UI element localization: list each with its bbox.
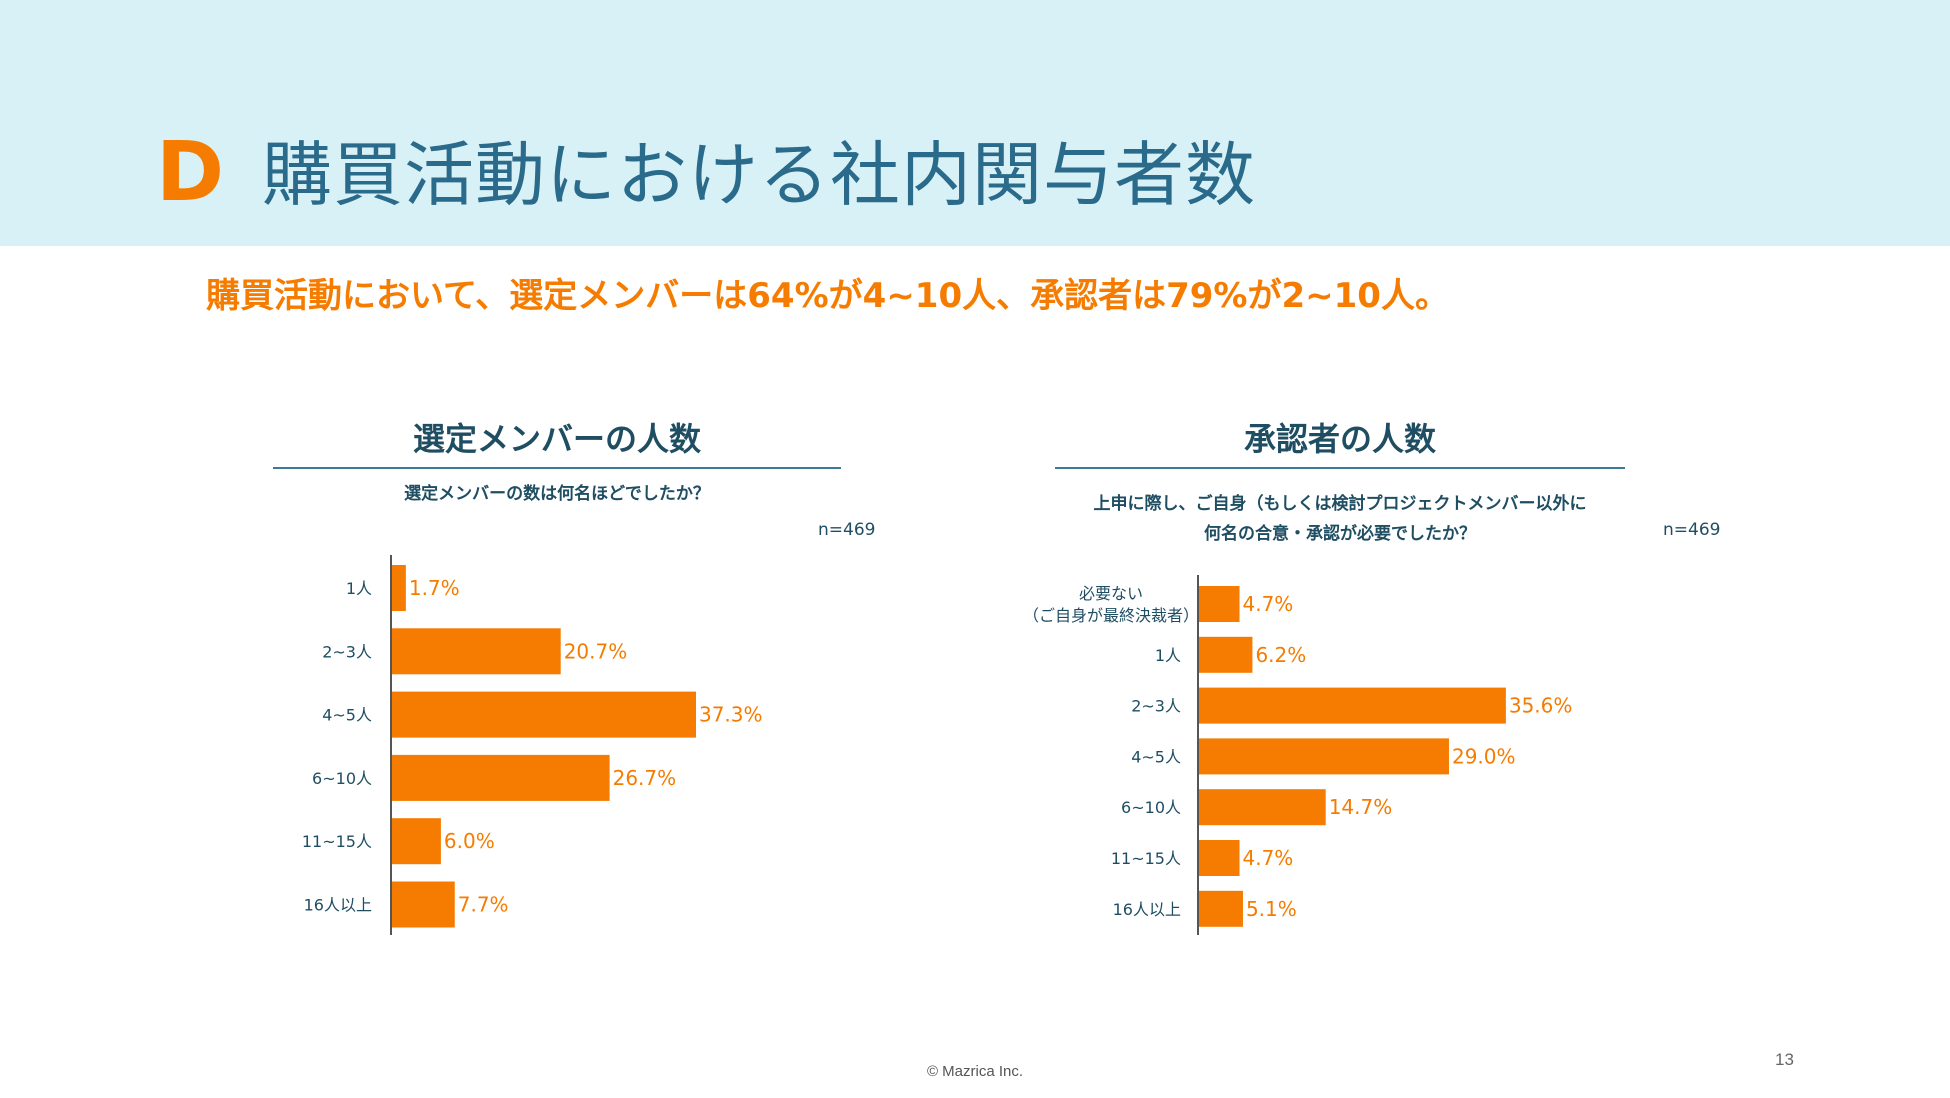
footer-copyright: © Mazrica Inc.: [926, 1063, 1024, 1080]
category-label-1: 2~3人: [322, 642, 372, 661]
value-label-3: 29.0%: [1452, 744, 1516, 768]
bar-1: [1199, 636, 1253, 673]
category-label-1: 1人: [1155, 646, 1181, 665]
bar-4: [392, 818, 441, 865]
question-left: 選定メンバーの数は何名ほどでしたか？: [404, 484, 710, 504]
bar-4: [1199, 789, 1326, 826]
bar-5: [392, 881, 455, 928]
bar-6: [1199, 890, 1243, 927]
question-right: 上申に際し、ご自身（もしくは検討プロジェクトメンバー以外に 何名の合意・承認が必…: [1040, 490, 1640, 550]
sample-size-left: n=469: [818, 520, 876, 540]
value-label-1: 6.2%: [1255, 643, 1306, 667]
category-label-3: 6~10人: [312, 769, 372, 788]
chart-title-right: 承認者の人数: [1243, 420, 1436, 458]
category-label-5: 11~15人: [1111, 849, 1181, 868]
category-label-5: 16人以上: [304, 896, 372, 915]
value-label-5: 4.7%: [1243, 846, 1294, 870]
question-right-line-1: 上申に際し、ご自身（もしくは検討プロジェクトメンバー以外に: [1093, 494, 1587, 514]
bar-5: [1199, 840, 1240, 876]
value-label-0: 1.7%: [409, 576, 460, 600]
category-label-0-0: 必要ない: [1079, 584, 1143, 603]
value-label-2: 35.6%: [1509, 694, 1573, 718]
value-label-5: 7.7%: [458, 893, 509, 917]
value-label-3: 26.7%: [613, 766, 677, 790]
value-label-4: 6.0%: [444, 829, 495, 853]
page-number: 13: [1775, 1050, 1794, 1069]
sample-size-right: n=469: [1663, 520, 1721, 540]
bar-2: [392, 691, 696, 738]
bar-3: [392, 754, 610, 801]
bar-0: [1199, 586, 1240, 622]
bar-2: [1199, 687, 1506, 724]
category-label-0-1: （ご自身が最終決裁者）: [1023, 606, 1199, 625]
category-label-2: 2~3人: [1131, 697, 1181, 716]
question-right-line-2: 何名の合意・承認が必要でしたか？: [1204, 523, 1476, 544]
value-label-6: 5.1%: [1246, 897, 1297, 921]
bar-1: [392, 628, 561, 675]
chart-rule-left: [273, 467, 841, 469]
category-label-0: 1人: [346, 579, 372, 598]
category-label-2: 4~5人: [322, 706, 372, 725]
value-label-0: 4.7%: [1243, 592, 1294, 616]
bar-3: [1199, 738, 1449, 775]
bar-0: [392, 565, 406, 611]
section-letter: D: [156, 125, 225, 220]
value-label-4: 14.7%: [1329, 795, 1393, 819]
header-band: [0, 0, 1950, 246]
category-label-6: 16人以上: [1113, 900, 1181, 919]
value-label-1: 20.7%: [564, 639, 628, 663]
category-label-4: 11~15人: [302, 832, 372, 851]
chart-rule-right: [1055, 467, 1625, 469]
category-label-3: 4~5人: [1131, 747, 1181, 766]
chart-title-left: 選定メンバーの人数: [412, 420, 701, 458]
category-label-4: 6~10人: [1121, 798, 1181, 817]
page-title: 購買活動における社内関与者数: [262, 134, 1256, 216]
value-label-2: 37.3%: [699, 703, 763, 727]
summary-text: 購買活動において、選定メンバーは64%が4~10人、承認者は79%が2~10人。: [206, 276, 1449, 316]
